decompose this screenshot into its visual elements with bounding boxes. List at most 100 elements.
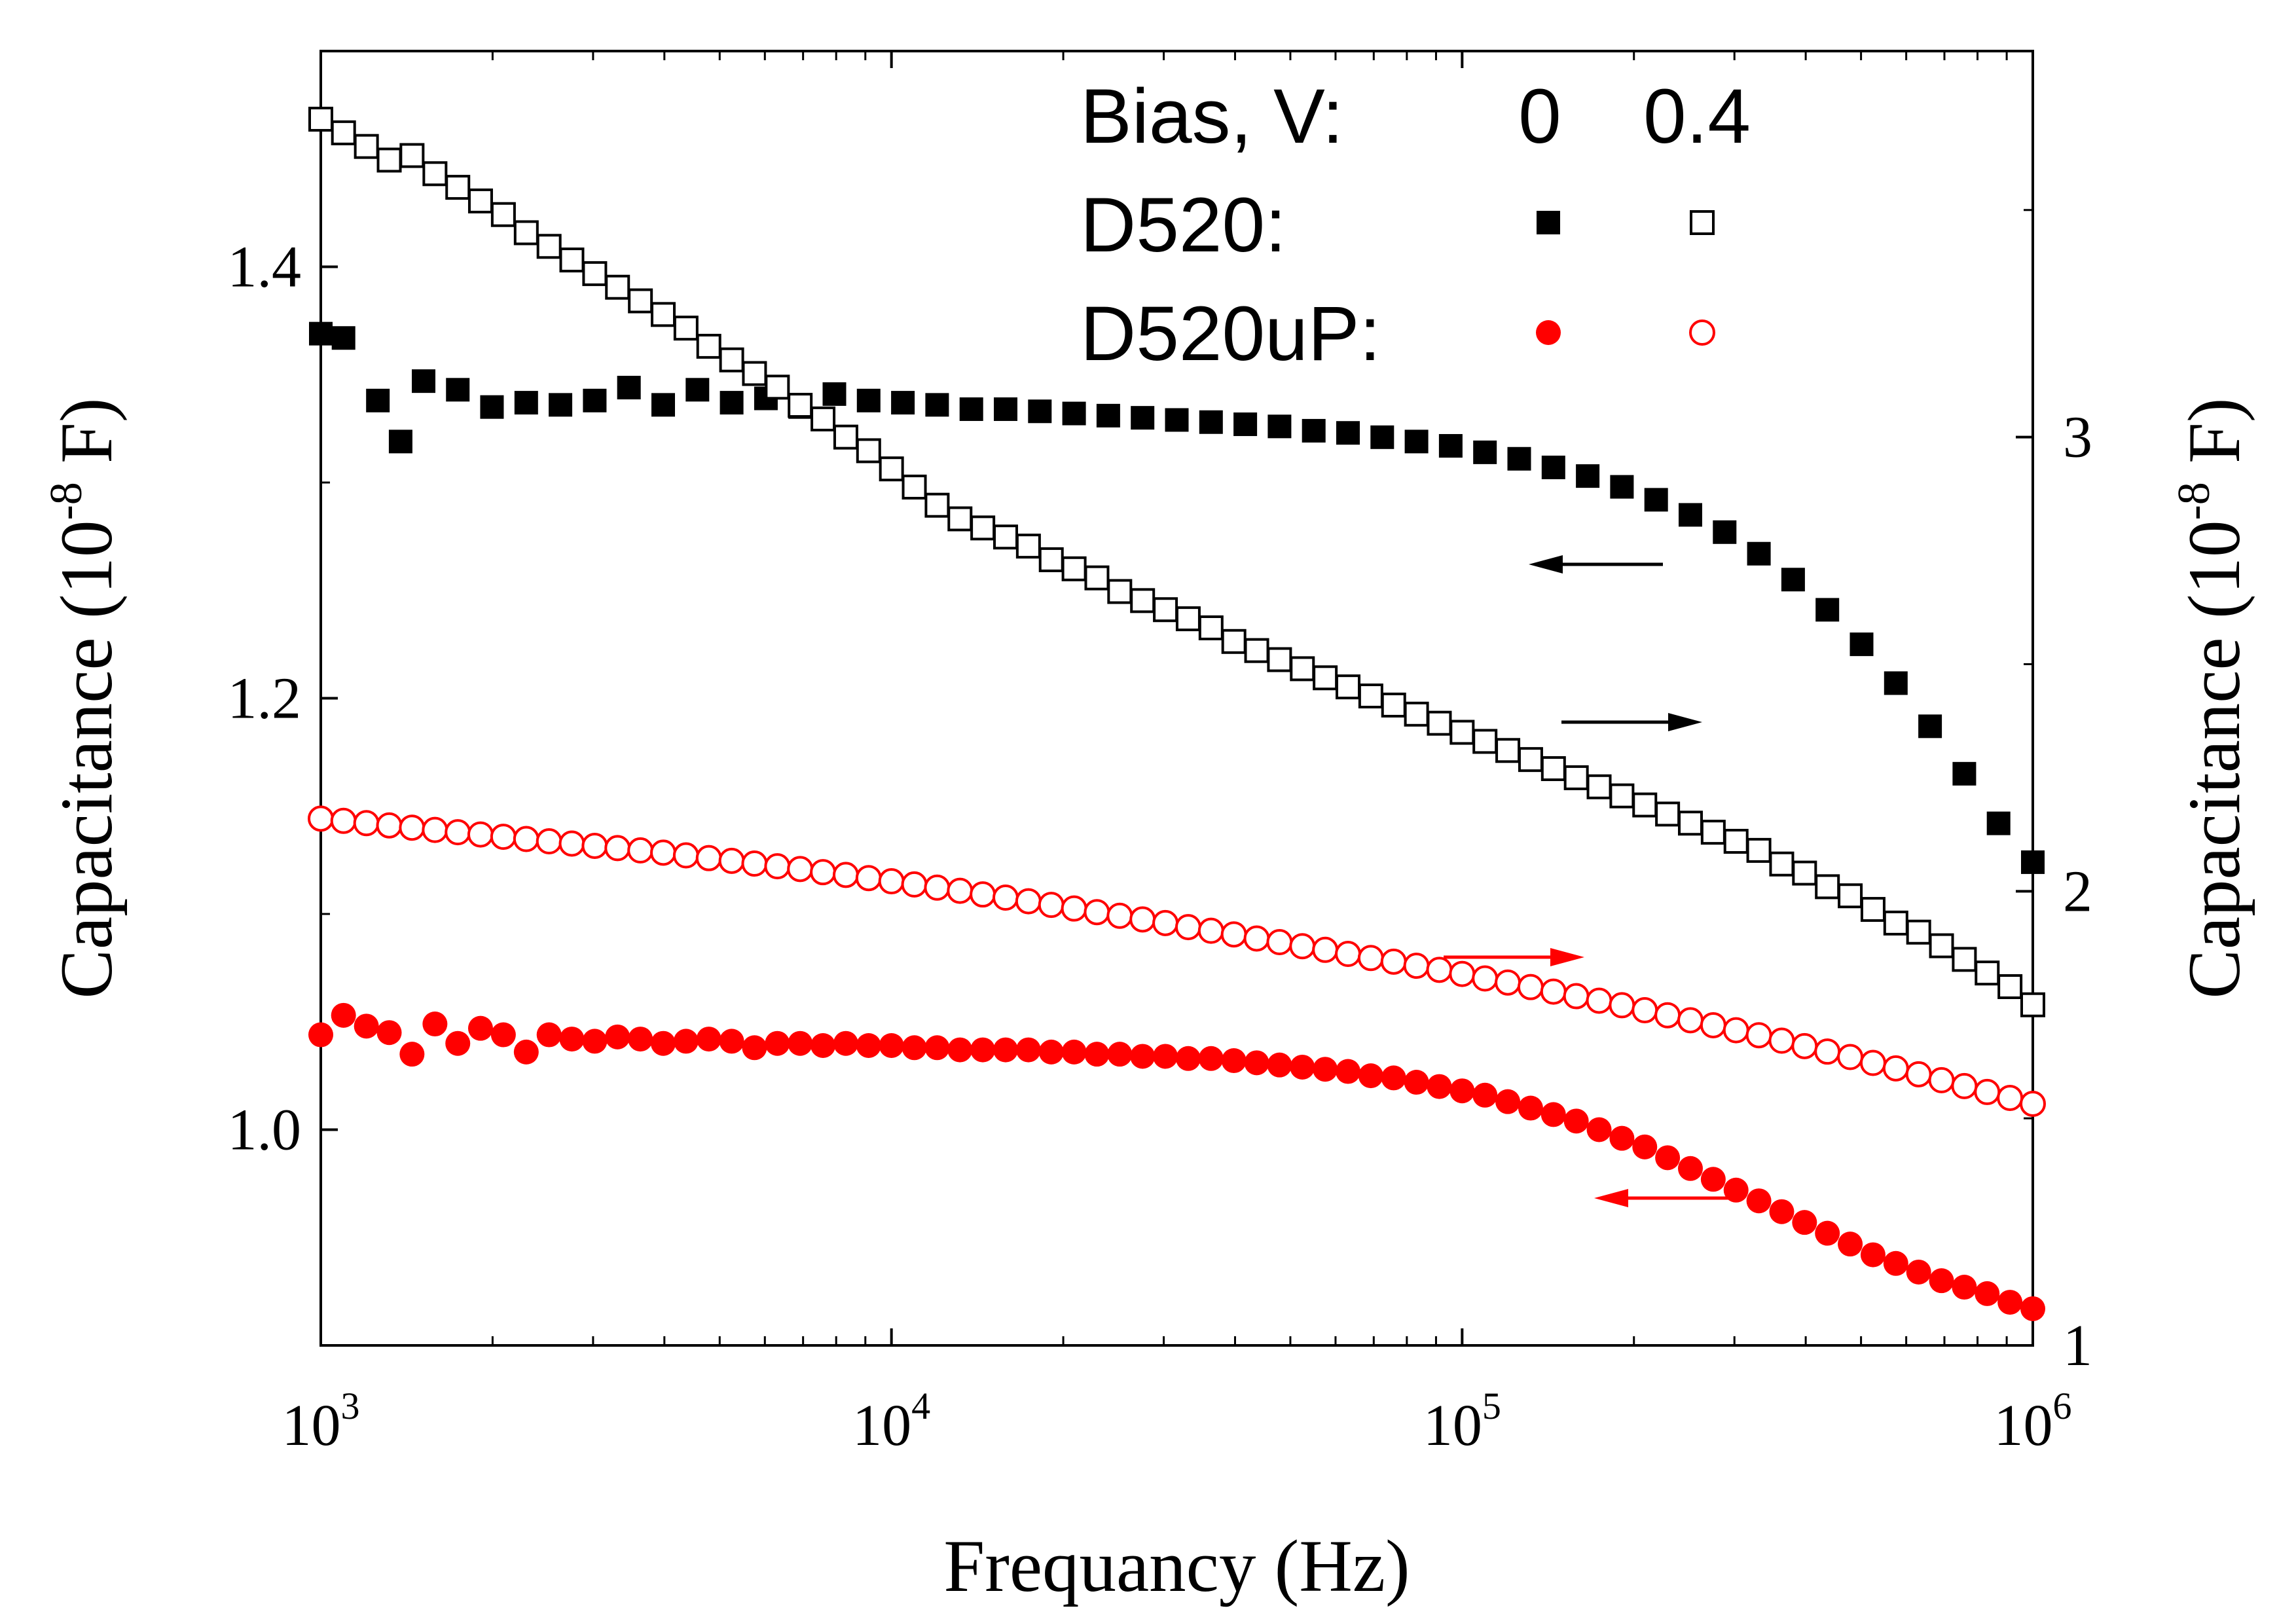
- series-d520up-bias-04: [308, 805, 2046, 1117]
- data-point: [376, 147, 402, 173]
- data-point: [1313, 665, 1338, 691]
- data-point: [536, 234, 562, 259]
- data-point: [1678, 1156, 1704, 1181]
- data-point: [1015, 1037, 1041, 1063]
- data-point: [1792, 1210, 1817, 1235]
- data-point: [765, 374, 790, 400]
- data-point: [1850, 632, 1874, 657]
- data-point: [308, 805, 334, 832]
- series-d520-bias-0: [309, 321, 2045, 874]
- data-point: [559, 1027, 585, 1052]
- data-point: [1974, 1078, 2001, 1105]
- data-point: [330, 807, 357, 834]
- arrow-head: [1550, 948, 1584, 966]
- data-point: [1404, 701, 1429, 727]
- data-point: [399, 143, 425, 168]
- data-point: [879, 1032, 904, 1058]
- data-point: [1517, 974, 1544, 1000]
- arrow-head: [1594, 1189, 1628, 1207]
- data-point: [1882, 1055, 1909, 1082]
- data-point: [1302, 418, 1326, 443]
- data-point: [1586, 1117, 1612, 1142]
- data-point: [1576, 464, 1600, 488]
- data-point: [1586, 774, 1612, 799]
- data-point: [2021, 850, 2045, 874]
- data-point: [1815, 598, 1840, 622]
- data-point: [1540, 978, 1567, 1005]
- y-left-tick-label: 1.2: [228, 666, 302, 731]
- data-point: [672, 842, 699, 869]
- data-point: [1997, 1290, 2023, 1315]
- data-point: [1233, 412, 1258, 437]
- data-point: [1199, 410, 1223, 434]
- data-point: [832, 862, 859, 888]
- data-point: [1815, 1220, 1840, 1246]
- data-point: [2020, 1296, 2045, 1321]
- data-point: [1290, 1054, 1315, 1080]
- data-point: [1152, 909, 1179, 936]
- data-point: [445, 175, 471, 200]
- data-point: [1015, 534, 1041, 559]
- data-point: [514, 391, 538, 415]
- data-point: [1129, 906, 1156, 933]
- data-point: [2020, 992, 2045, 1017]
- data-point: [1381, 692, 1406, 718]
- data-point: [1220, 921, 1247, 948]
- data-point: [1438, 433, 1463, 458]
- data-point: [628, 1027, 653, 1052]
- data-point: [549, 393, 573, 417]
- data-point: [366, 388, 390, 412]
- y-left-tick-label: 1.0: [228, 1098, 302, 1163]
- data-point: [1449, 1078, 1475, 1104]
- data-point: [1746, 837, 1772, 863]
- data-point: [1883, 1250, 1908, 1276]
- legend-marker-open: [1689, 319, 1715, 346]
- data-point: [1084, 565, 1110, 591]
- data-point: [513, 1039, 539, 1065]
- data-point: [467, 1015, 493, 1041]
- data-point: [1644, 488, 1668, 512]
- data-point: [331, 120, 356, 145]
- legend-marker-open: [1690, 210, 1715, 235]
- series-d520up-bias-0: [308, 1002, 2045, 1321]
- data-point: [1609, 992, 1635, 1019]
- data-point: [1061, 895, 1087, 922]
- axis-indicator-arrow: [1529, 555, 1663, 574]
- data-point: [1131, 406, 1155, 430]
- data-point: [833, 1030, 858, 1056]
- data-point: [822, 382, 847, 406]
- x-axis-title: Frequancy (Hz): [943, 1525, 1410, 1607]
- data-point: [1722, 1017, 1749, 1044]
- data-point: [719, 347, 744, 373]
- data-point: [742, 1035, 767, 1061]
- data-point: [1106, 902, 1133, 929]
- data-point: [1838, 1231, 1863, 1257]
- data-point: [1540, 1102, 1566, 1127]
- data-point: [1632, 1134, 1658, 1159]
- data-point: [1952, 761, 1977, 786]
- data-point: [1997, 1084, 2024, 1111]
- arrow-head: [1668, 713, 1702, 731]
- data-point: [617, 376, 641, 400]
- data-point: [1084, 1042, 1110, 1067]
- data-point: [1038, 892, 1065, 919]
- data-point: [1266, 929, 1293, 956]
- x-tick-label: 103: [282, 1385, 360, 1458]
- data-point: [605, 1024, 630, 1049]
- data-point: [1198, 615, 1224, 640]
- data-point: [696, 1027, 721, 1052]
- data-point: [388, 429, 412, 454]
- data-point: [788, 1030, 813, 1056]
- data-point: [924, 1035, 950, 1061]
- data-point: [1906, 919, 1931, 945]
- data-point: [1370, 425, 1394, 449]
- data-point: [1884, 671, 1908, 695]
- data-point: [1289, 933, 1316, 960]
- data-point: [331, 1002, 356, 1028]
- data-point: [1107, 1042, 1133, 1067]
- data-point: [811, 1032, 836, 1058]
- data-point: [742, 361, 767, 386]
- data-point: [947, 506, 973, 532]
- data-point: [331, 326, 355, 350]
- data-point: [925, 393, 949, 417]
